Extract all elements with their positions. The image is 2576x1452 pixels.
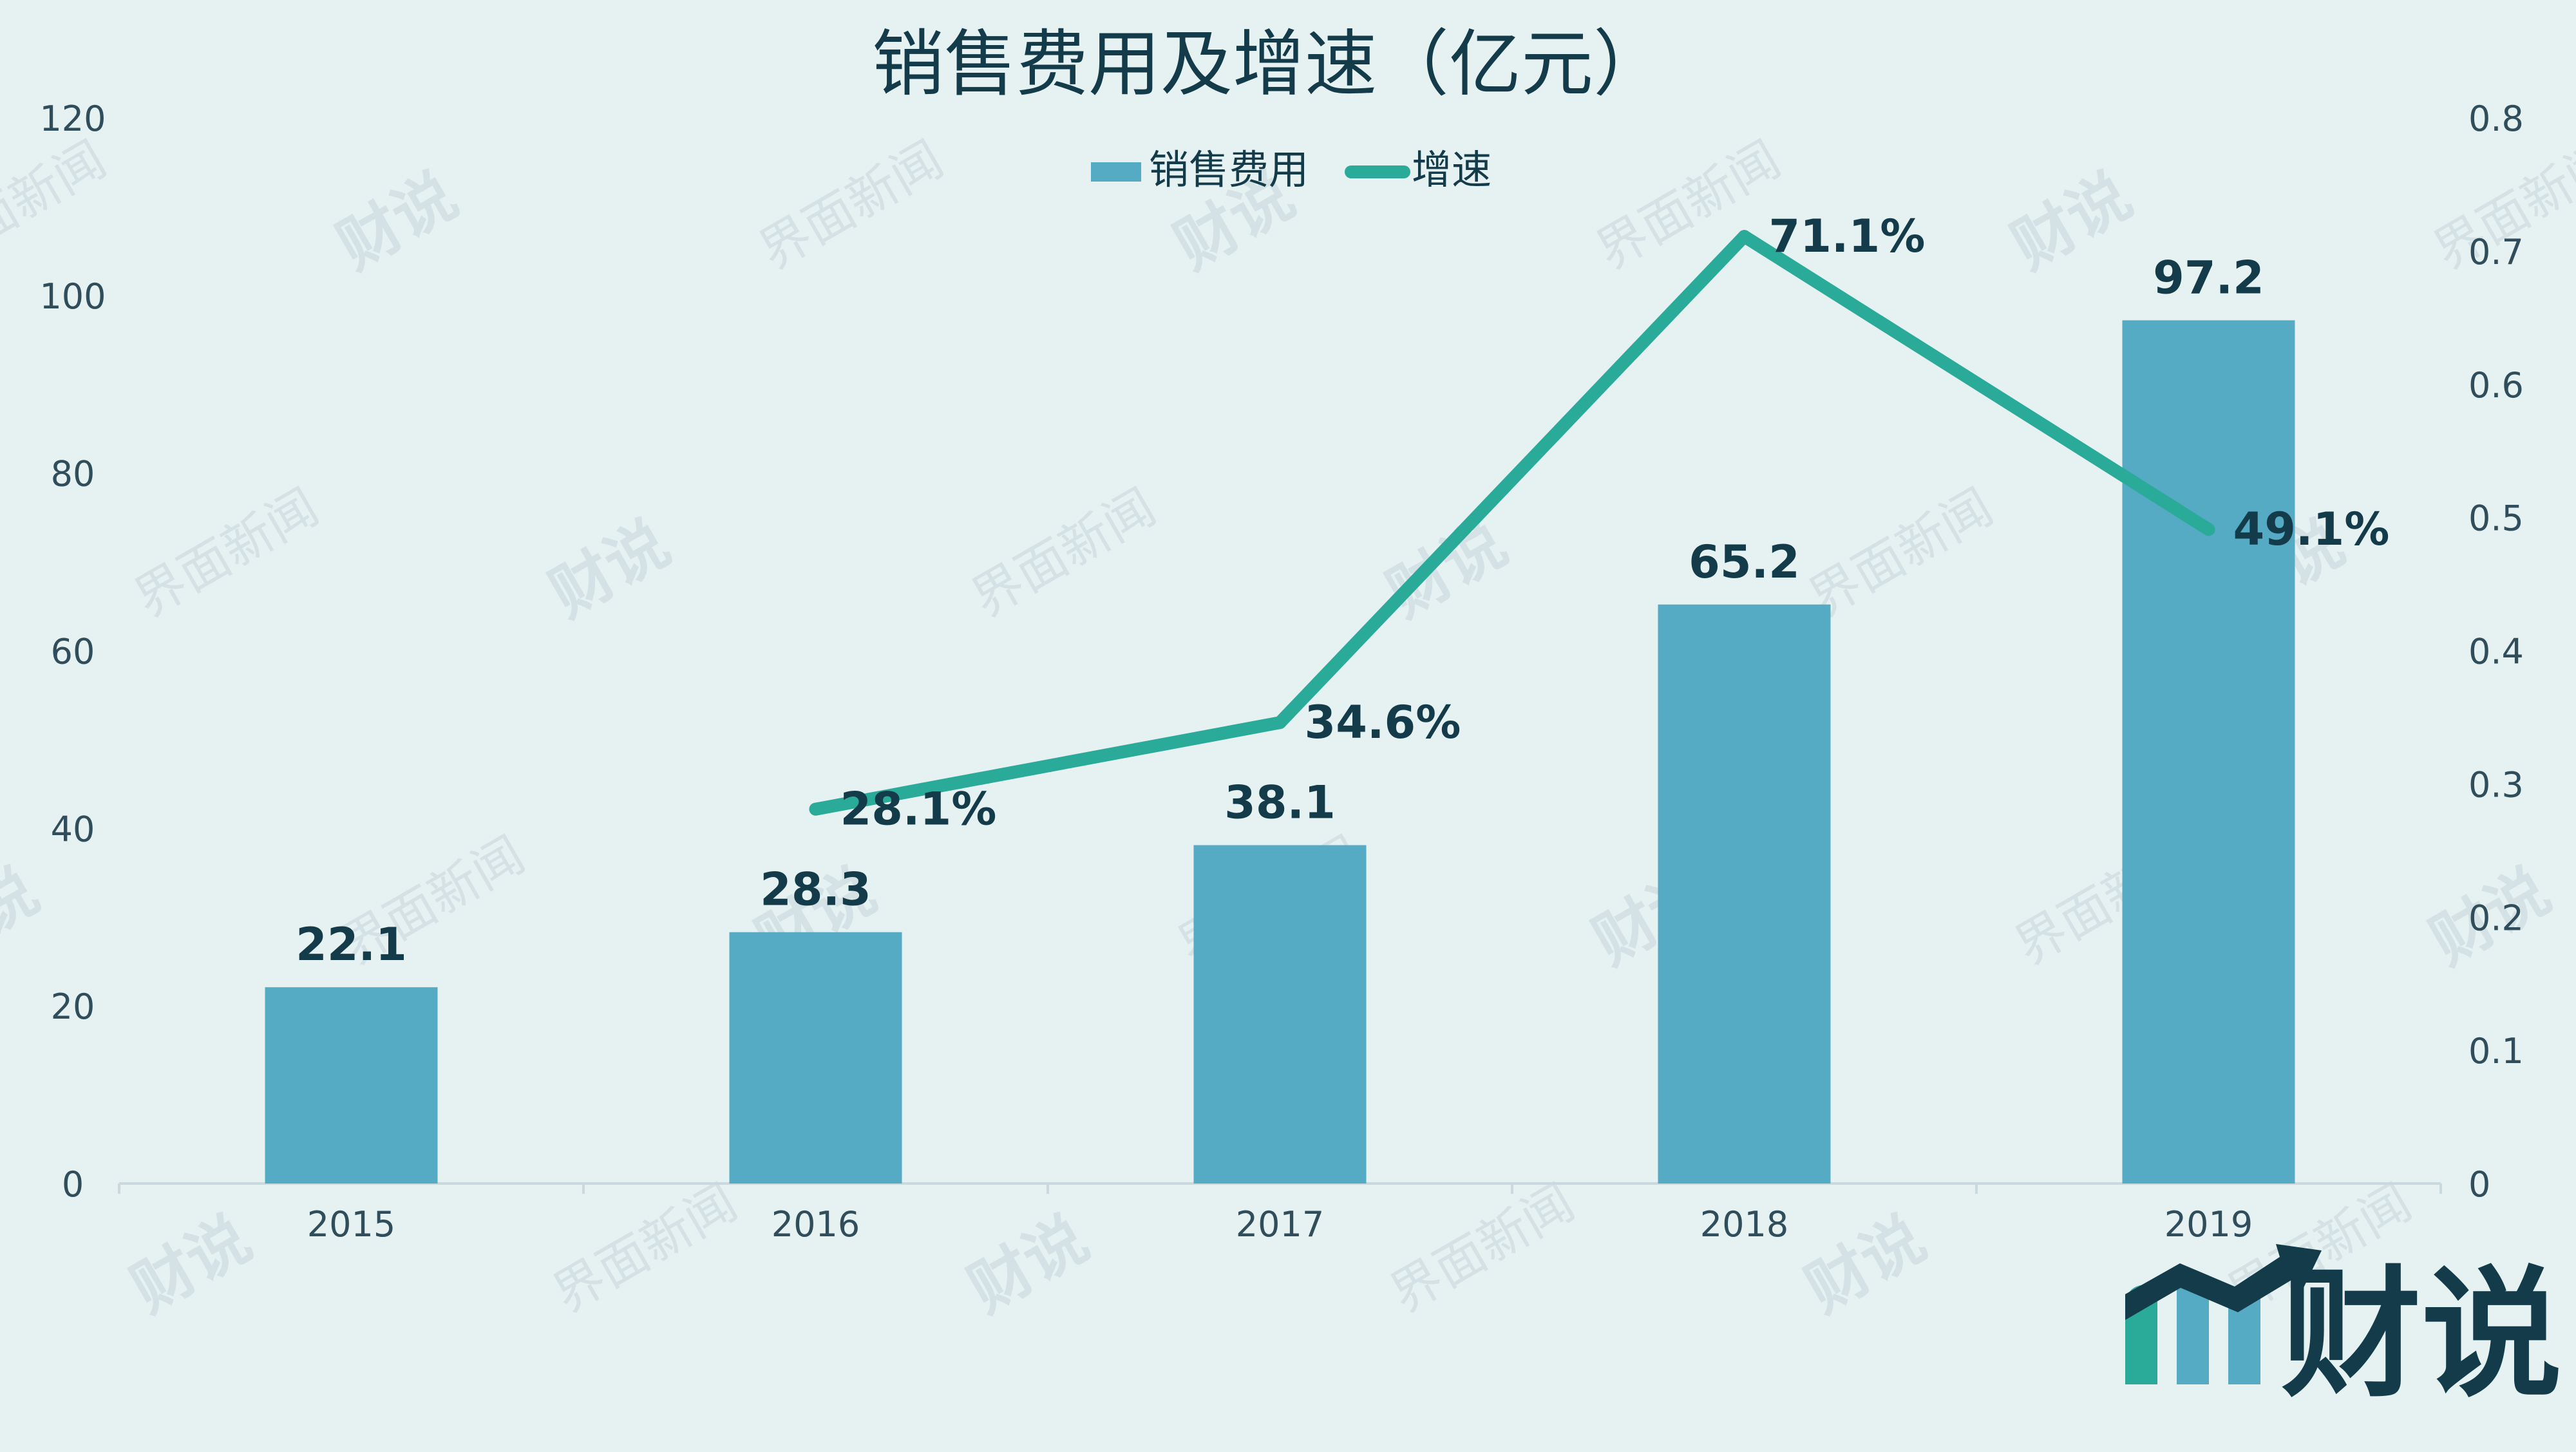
line-value-label: 71.1% <box>1769 210 1926 263</box>
line-value-label: 28.1% <box>840 783 997 836</box>
right-y-tick-label: 0.1 <box>2468 1031 2524 1071</box>
legend-line-label: 增速 <box>1412 146 1492 193</box>
legend: 销售费用 增速 <box>1091 146 1492 193</box>
logo-text: 财说 <box>2281 1254 2562 1417</box>
x-tick-label: 2015 <box>307 1204 395 1245</box>
bar-value-label: 65.2 <box>1689 536 1800 589</box>
bar-value-label: 38.1 <box>1224 777 1336 829</box>
bar-value-label: 28.3 <box>760 863 871 916</box>
bar-2019 <box>2123 320 2295 1183</box>
line-point-2018 <box>1738 230 1751 243</box>
right-y-tick-label: 0.5 <box>2468 498 2524 539</box>
bar-value-label: 97.2 <box>2153 251 2264 304</box>
legend-bar-label: 销售费用 <box>1149 146 1309 193</box>
x-tick-label: 2019 <box>2164 1204 2253 1245</box>
line-value-label: 49.1% <box>2233 503 2390 556</box>
line-point-2019 <box>2202 523 2215 536</box>
right-y-tick-label: 0 <box>2468 1164 2490 1205</box>
right-y-tick-label: 0.2 <box>2468 898 2524 938</box>
line-point-2017 <box>1274 716 1287 729</box>
x-tick-label: 2017 <box>1236 1204 1324 1245</box>
left-y-tick-label: 0 <box>62 1164 84 1205</box>
bar-2017 <box>1194 845 1367 1183</box>
left-y-tick-label: 80 <box>51 454 95 495</box>
right-y-tick-label: 0.6 <box>2468 365 2524 406</box>
legend-bar-swatch <box>1091 162 1141 182</box>
bar-value-label: 22.1 <box>296 918 407 971</box>
bar-2015 <box>265 987 438 1183</box>
x-tick-label: 2018 <box>1700 1204 1788 1245</box>
bar-2018 <box>1658 605 1831 1183</box>
right-y-tick-label: 0.3 <box>2468 764 2524 805</box>
right-y-axis: 0 0.1 0.2 0.3 0.4 0.5 0.6 0.7 0.8 <box>2468 99 2524 1205</box>
x-tick-label: 2016 <box>772 1204 860 1245</box>
right-y-tick-label: 0.4 <box>2468 632 2524 672</box>
left-y-tick-label: 20 <box>51 986 95 1027</box>
right-y-tick-label: 0.8 <box>2468 99 2524 139</box>
line-point-2016 <box>810 803 822 816</box>
right-y-tick-label: 0.7 <box>2468 232 2524 272</box>
left-y-tick-label: 60 <box>51 632 95 672</box>
chart-title: 销售费用及增速（亿元） <box>872 23 1665 106</box>
bar-2016 <box>730 932 902 1183</box>
line-value-label: 34.6% <box>1305 696 1461 749</box>
left-y-tick-label: 100 <box>39 276 106 317</box>
left-y-tick-label: 40 <box>51 809 95 849</box>
left-y-tick-label: 120 <box>39 99 106 139</box>
